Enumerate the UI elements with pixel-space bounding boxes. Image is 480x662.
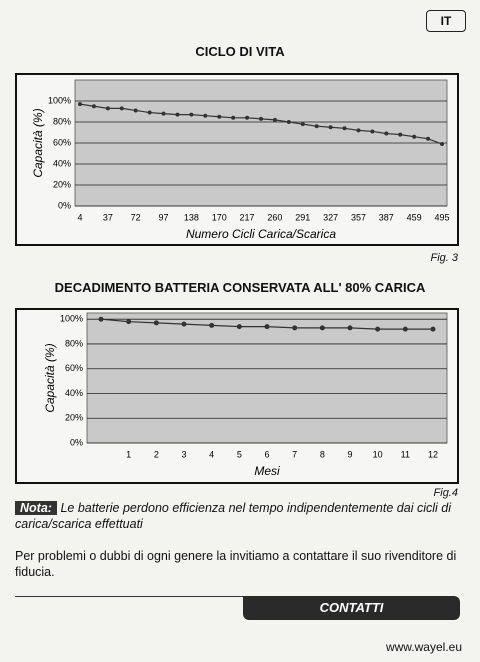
- x-tick-label: 1: [126, 449, 131, 459]
- marker: [119, 106, 124, 111]
- marker: [402, 326, 408, 332]
- marker: [328, 125, 333, 130]
- note: Nota: Le batterie perdono efficienza nel…: [15, 500, 465, 532]
- y-tick-label: 100%: [48, 95, 71, 105]
- marker: [426, 136, 431, 141]
- note-text: Le batterie perdono efficienza nel tempo…: [15, 501, 451, 531]
- marker: [91, 104, 96, 109]
- x-tick-label: 217: [240, 212, 255, 222]
- x-tick-label: 10: [373, 449, 383, 459]
- marker: [347, 325, 353, 331]
- marker: [236, 324, 242, 330]
- chart-title: CICLO DI VITA: [195, 44, 285, 59]
- marker: [133, 108, 138, 113]
- marker: [440, 142, 444, 147]
- y-axis-label: Capacità (%): [43, 343, 57, 412]
- figure-label: Fig. 3: [430, 252, 458, 264]
- x-tick-label: 12: [428, 449, 438, 459]
- url: www.wayel.eu: [385, 640, 462, 654]
- marker: [375, 326, 381, 332]
- plot-area: [86, 312, 448, 444]
- x-tick-label: 37: [103, 212, 113, 222]
- marker: [292, 325, 298, 331]
- y-tick-label: 100%: [60, 314, 83, 324]
- y-tick-label: 80%: [65, 338, 83, 348]
- marker: [175, 112, 180, 117]
- chart: 0% 20% 40% 60% 80% 100% 4 37 72 97 138 170 217 260 291…: [15, 73, 459, 246]
- y-tick-label: 20%: [65, 413, 83, 423]
- marker: [384, 131, 389, 136]
- marker: [342, 126, 347, 131]
- x-tick-label: 4: [209, 449, 214, 459]
- marker: [153, 320, 159, 326]
- marker: [78, 102, 82, 107]
- marker: [181, 321, 187, 327]
- marker: [203, 113, 208, 118]
- marker: [217, 114, 222, 119]
- marker: [412, 134, 417, 139]
- paragraph: Per problemi o dubbi di ogni genere la i…: [15, 549, 457, 579]
- marker: [245, 115, 250, 120]
- x-tick-label: 4: [77, 212, 82, 222]
- marker: [398, 132, 403, 137]
- marker: [430, 326, 436, 332]
- x-tick-label: 387: [379, 212, 394, 222]
- x-tick-label: 327: [323, 212, 338, 222]
- chart: 0%20%40%60%80%100%1 2 3 4 5 6 7 8 9 10 11 12MesiCap…: [15, 308, 459, 484]
- x-axis-label: Numero Cicli Carica/Scarica: [186, 227, 336, 241]
- x-tick-label: 5: [237, 449, 242, 459]
- y-tick-label: 0%: [70, 437, 83, 447]
- lang-badge: IT: [426, 10, 466, 32]
- marker: [314, 124, 319, 129]
- x-tick-label: 291: [295, 212, 310, 222]
- y-tick-label: 60%: [53, 137, 71, 147]
- marker: [272, 117, 277, 122]
- marker: [259, 116, 263, 121]
- marker: [105, 106, 110, 111]
- contacts-button[interactable]: CONTATTI: [243, 596, 460, 620]
- x-tick-label: 72: [131, 212, 141, 222]
- x-tick-label: 357: [351, 212, 366, 222]
- chart-title: DECADIMENTO BATTERIA CONSERVATA ALL' 80%…: [54, 280, 426, 295]
- note-label: Nota:: [15, 501, 57, 515]
- x-tick-label: 8: [320, 449, 325, 459]
- y-tick-label: 40%: [65, 388, 83, 398]
- x-tick-label: 6: [264, 449, 269, 459]
- x-tick-label: 3: [181, 449, 186, 459]
- x-tick-label: 495: [434, 212, 449, 222]
- x-tick-label: 459: [407, 212, 422, 222]
- x-tick-label: 11: [401, 449, 410, 459]
- divider: [15, 596, 245, 597]
- marker: [300, 122, 305, 127]
- y-tick-label: 60%: [65, 363, 83, 373]
- x-tick-label: 260: [267, 212, 282, 222]
- y-tick-label: 80%: [53, 116, 71, 126]
- figure-label: Fig.4: [433, 487, 458, 499]
- marker: [319, 325, 325, 331]
- marker: [370, 129, 375, 134]
- x-tick-label: 170: [212, 212, 227, 222]
- y-tick-label: 20%: [53, 179, 71, 189]
- x-tick-label: 2: [154, 449, 159, 459]
- marker: [209, 322, 215, 328]
- marker: [98, 316, 104, 322]
- x-tick-label: 7: [292, 449, 297, 459]
- marker: [286, 120, 291, 124]
- marker: [231, 115, 236, 120]
- x-axis-label: Mesi: [254, 464, 280, 478]
- y-tick-label: 0%: [58, 200, 71, 210]
- marker: [126, 319, 132, 325]
- y-axis-label: Capacità (%): [31, 108, 45, 177]
- marker: [264, 324, 270, 330]
- x-tick-label: 97: [159, 212, 169, 222]
- y-tick-label: 40%: [53, 158, 71, 168]
- marker: [189, 112, 194, 117]
- marker: [161, 111, 166, 116]
- marker: [147, 110, 152, 115]
- x-tick-label: 9: [347, 449, 352, 459]
- x-tick-label: 138: [184, 212, 199, 222]
- marker: [356, 128, 361, 133]
